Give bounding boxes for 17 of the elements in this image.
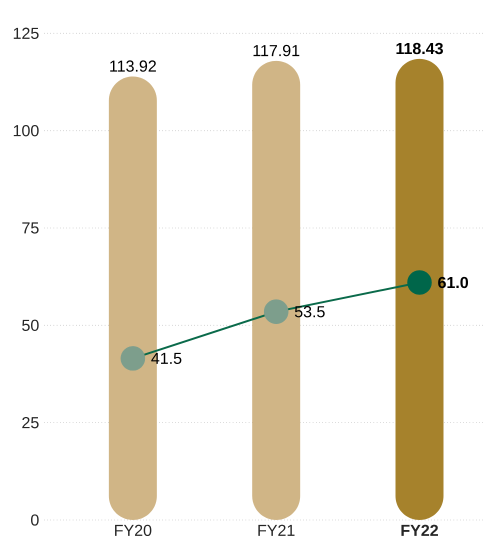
- point: [407, 270, 432, 295]
- x-tick-label: FY20: [115, 524, 152, 536]
- x-tick-label: FY22: [401, 524, 438, 536]
- point: [264, 299, 288, 324]
- data-label: 41.5: [151, 352, 182, 364]
- data-label: 118.43: [396, 42, 443, 54]
- y-tick-label: 75: [22, 222, 39, 234]
- data-label: 117.91: [254, 44, 300, 56]
- data-label: 53.5: [294, 306, 325, 318]
- y-tick-label: 0: [31, 514, 39, 526]
- y-tick-label: 100: [14, 125, 39, 136]
- point: [120, 346, 146, 371]
- x-tick-label: FY21: [258, 524, 295, 536]
- y-tick-label: 50: [22, 320, 39, 331]
- y-tick-label: 125: [14, 28, 39, 39]
- y-tick-label: 25: [22, 417, 39, 428]
- data-label: 113.92: [110, 60, 156, 72]
